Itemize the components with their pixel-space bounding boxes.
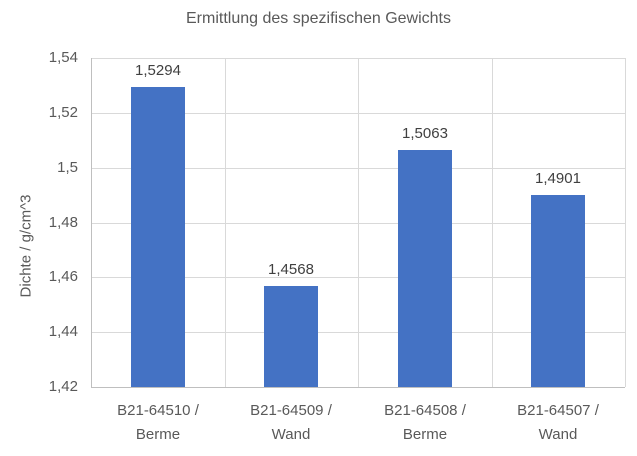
bar: [398, 150, 452, 387]
x-axis-category-label-line: B21-64510 /: [117, 402, 199, 419]
x-axis-category-label-line: Berme: [402, 426, 448, 443]
v-gridline: [358, 58, 359, 387]
chart-title: Ermittlung des spezifischen Gewichts: [186, 10, 451, 27]
bar: [131, 87, 185, 387]
y-tick-label: 1,46: [48, 268, 78, 285]
bar-value-label: 1,5294: [135, 62, 181, 79]
x-axis-category-label: B21-64510 / Berme: [92, 399, 224, 447]
bar: [264, 286, 318, 387]
v-gridline: [225, 58, 226, 387]
x-axis-category-label-line: B21-64507 /: [517, 402, 599, 419]
y-tick-label: 1,52: [48, 104, 78, 121]
bar-value-label: 1,4568: [268, 261, 314, 278]
x-axis-category-label-line: Wand: [538, 426, 578, 443]
y-tick-label: 1,44: [48, 323, 78, 340]
x-axis-category-label-line: Berme: [135, 426, 181, 443]
v-gridline: [625, 58, 626, 387]
bar-value-label: 1,5063: [402, 125, 448, 142]
x-axis-category-label: B21-64509 / Wand: [225, 399, 357, 447]
x-axis-category-label-line: Wand: [271, 426, 311, 443]
x-axis-line: [91, 387, 625, 388]
bar-value-label: 1,4901: [535, 170, 581, 187]
x-axis-category-label-line: B21-64508 /: [384, 402, 466, 419]
bar: [531, 195, 585, 387]
v-gridline: [492, 58, 493, 387]
y-tick-label: 1,42: [48, 378, 78, 395]
x-axis-category-label-line: B21-64509 /: [250, 402, 332, 419]
x-axis-category-label: B21-64508 / Berme: [359, 399, 491, 447]
y-tick-label: 1,5: [57, 159, 78, 176]
y-tick-label: 1,48: [48, 214, 78, 231]
y-axis-line: [91, 58, 92, 387]
y-tick-label: 1,54: [48, 49, 78, 66]
x-axis-category-label: B21-64507 / Wand: [492, 399, 624, 447]
